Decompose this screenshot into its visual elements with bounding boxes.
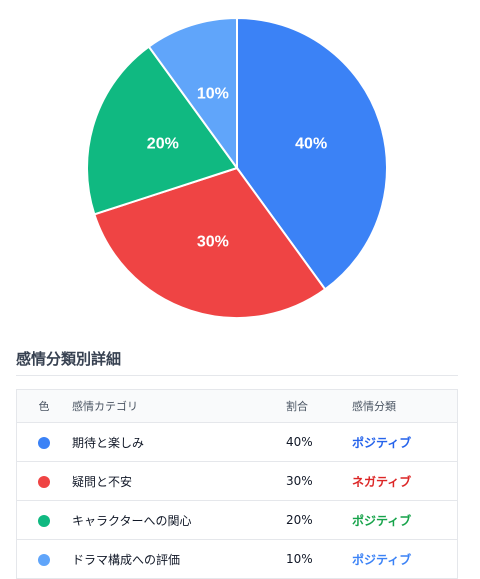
- slice-data-label: 40%: [295, 135, 327, 152]
- slice-data-label: 30%: [197, 234, 229, 251]
- header-category: 感情カテゴリ: [71, 389, 285, 423]
- ratio-cell: 10%: [285, 539, 351, 579]
- classification-cell: ネガティブ: [351, 461, 458, 501]
- table-row: 疑問と不安 30% ネガティブ: [16, 461, 458, 501]
- pie-slice: [236, 16, 388, 291]
- slice-data-label: 20%: [147, 135, 179, 152]
- slice-data-label: 10%: [197, 85, 229, 102]
- table-row: キャラクターへの関心 20% ポジティブ: [16, 500, 458, 540]
- color-dot: [38, 475, 50, 488]
- classification-cell: ポジティブ: [351, 500, 458, 540]
- color-dot: [38, 514, 50, 527]
- pie-slice: [93, 166, 327, 319]
- ratio-cell: 30%: [285, 461, 351, 501]
- category-cell: ドラマ構成への評価: [71, 539, 285, 579]
- emotion-detail-table: 色 感情カテゴリ 割合 感情分類 期待と楽しみ 40% ポジティブ 疑問と不安 …: [16, 389, 458, 579]
- classification-cell: ポジティブ: [351, 422, 458, 462]
- pie-chart: 40% 30% 20% 10%: [86, 16, 388, 319]
- header-classification: 感情分類: [351, 389, 458, 423]
- section-title: 感情分類別詳細: [16, 350, 122, 368]
- color-dot: [38, 553, 50, 566]
- table-header-row: 色 感情カテゴリ 割合 感情分類: [16, 389, 458, 423]
- category-cell: 疑問と不安: [71, 461, 285, 501]
- category-cell: 期待と楽しみ: [71, 422, 285, 462]
- pie-slice: [147, 16, 238, 172]
- classification-cell: ポジティブ: [351, 539, 458, 579]
- pie-slice: [86, 45, 239, 216]
- table-row: ドラマ構成への評価 10% ポジティブ: [16, 539, 458, 579]
- ratio-cell: 20%: [285, 500, 351, 540]
- ratio-cell: 40%: [285, 422, 351, 462]
- table-row: 期待と楽しみ 40% ポジティブ: [16, 422, 458, 462]
- color-dot: [38, 436, 50, 449]
- pie-chart-svg: 40% 30% 20% 10%: [86, 16, 388, 319]
- header-ratio: 割合: [285, 389, 351, 423]
- section-divider: [16, 375, 458, 376]
- header-color: 色: [16, 389, 71, 423]
- category-cell: キャラクターへの関心: [71, 500, 285, 540]
